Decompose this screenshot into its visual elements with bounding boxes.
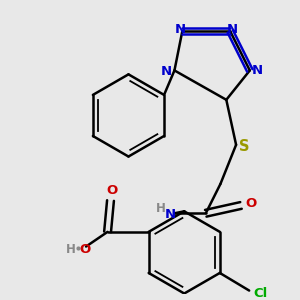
- Text: H: H: [65, 243, 75, 256]
- Text: H: H: [156, 202, 166, 215]
- Text: N: N: [252, 64, 263, 77]
- Text: N: N: [161, 65, 172, 78]
- Text: N: N: [226, 23, 238, 36]
- Text: O: O: [80, 243, 91, 256]
- Text: O: O: [245, 197, 256, 210]
- Text: Cl: Cl: [254, 287, 268, 300]
- Text: O: O: [107, 184, 118, 197]
- Text: N: N: [165, 208, 176, 221]
- Text: S: S: [239, 139, 249, 154]
- Text: N: N: [175, 23, 186, 36]
